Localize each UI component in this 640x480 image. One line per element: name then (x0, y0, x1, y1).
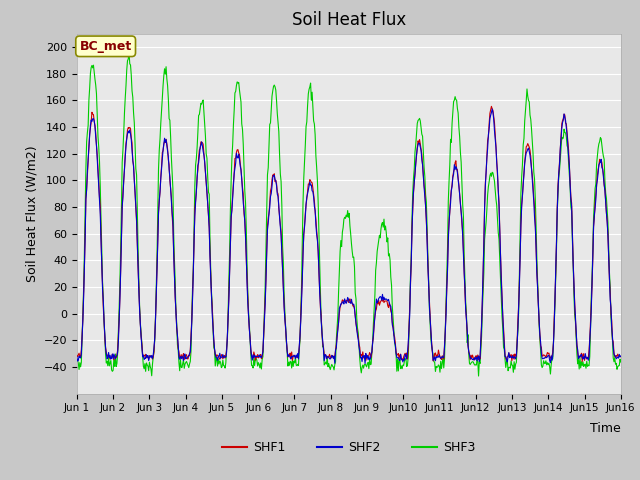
SHF2 (139, 354, 147, 360)
SHF3 (617, 359, 625, 365)
SHF2 (73, 354, 81, 360)
SHF1 (194, 168, 202, 173)
SHF3 (223, 338, 231, 344)
SHF3 (431, 369, 439, 374)
Title: Soil Heat Flux: Soil Heat Flux (292, 11, 406, 29)
SHF2 (223, 349, 230, 355)
SHF1 (488, 104, 495, 109)
SHF1 (579, 359, 586, 364)
X-axis label: Time: Time (590, 422, 621, 435)
Legend: SHF1, SHF2, SHF3: SHF1, SHF2, SHF3 (217, 436, 481, 459)
SHF1 (139, 351, 147, 357)
SHF2 (416, 141, 424, 146)
Line: SHF3: SHF3 (77, 52, 621, 376)
SHF1 (415, 140, 422, 145)
SHF1 (83, 186, 90, 192)
SHF2 (431, 358, 439, 364)
SHF3 (475, 373, 483, 379)
SHF2 (617, 353, 625, 359)
SHF3 (83, 139, 90, 144)
SHF3 (73, 359, 81, 364)
SHF3 (140, 363, 147, 369)
SHF2 (488, 106, 496, 112)
SHF1 (73, 352, 81, 358)
SHF2 (361, 360, 369, 366)
Line: SHF1: SHF1 (77, 107, 621, 361)
SHF1 (431, 351, 438, 357)
SHF3 (125, 49, 133, 55)
SHF1 (223, 347, 230, 352)
Text: BC_met: BC_met (79, 40, 132, 53)
SHF2 (83, 187, 90, 193)
SHF3 (195, 112, 202, 118)
SHF1 (617, 353, 625, 359)
SHF2 (194, 163, 202, 168)
SHF3 (416, 116, 424, 121)
Line: SHF2: SHF2 (77, 109, 621, 363)
Y-axis label: Soil Heat Flux (W/m2): Soil Heat Flux (W/m2) (25, 145, 38, 282)
